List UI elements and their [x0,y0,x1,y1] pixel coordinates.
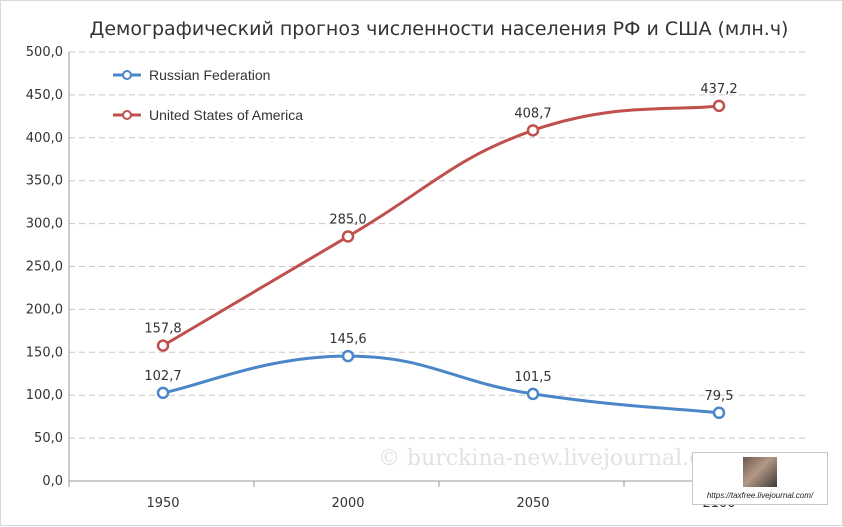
y-tick-label: 0,0 [42,474,63,489]
y-tick-label: 250,0 [26,260,63,275]
y-axis-tick-labels: 0,0 50,0 100,0 150,0 200,0 250,0 300,0 350,0 400… [26,45,63,489]
data-point [712,99,726,113]
y-tick-label: 400,0 [26,131,63,146]
data-point [526,124,540,137]
legend-label: Russian Federation [149,67,270,83]
data-label: 145,6 [329,332,366,347]
legend-label: United States of America [149,107,303,123]
x-tick-label: 2000 [331,496,364,511]
x-tick-label: 2050 [516,496,549,511]
data-label: 437,2 [700,82,737,97]
legend: Russian Federation United States of Ameri… [113,67,303,123]
avatar-photo [743,457,777,487]
data-point [341,230,355,243]
y-tick-label: 100,0 [26,388,63,403]
legend-swatch-marker [122,110,132,120]
data-label: 79,5 [705,389,734,404]
series-lines [156,99,726,420]
x-axis-tick-labels: 1950200020502100 [146,496,735,511]
data-point [156,386,170,400]
data-point [526,387,540,401]
y-tick-label: 350,0 [26,174,63,189]
y-tick-label: 450,0 [26,88,63,103]
y-tick-label: 300,0 [26,217,63,232]
stamp-url-text: https://taxfree.livejournal.com/ [706,491,814,500]
series-line-1 [161,104,721,348]
chart-title: Демографический прогноз численности насе… [90,18,789,40]
data-point [156,339,170,352]
y-tick-label: 50,0 [34,431,63,446]
legend-swatch-marker [122,70,132,80]
x-tick-label: 1950 [146,496,179,511]
watermark-text: © burckina-new.livejournal.com [378,446,736,471]
data-label: 408,7 [514,106,551,121]
y-tick-label: 150,0 [26,345,63,360]
series-line-0 [161,354,721,415]
grid-lines [69,51,809,439]
data-label: 101,5 [514,370,551,385]
source-stamp: https://taxfree.livejournal.com/ [692,452,828,505]
data-label: 285,0 [329,212,366,227]
data-point [341,349,355,363]
data-label: 157,8 [144,322,181,337]
y-tick-label: 500,0 [26,45,63,60]
data-labels: 102,7 145,6 101,5 79,5 157,8 285,0 408,7 437,2 [144,82,737,404]
data-point [712,406,726,420]
y-tick-label: 200,0 [26,302,63,317]
data-label: 102,7 [144,369,181,384]
